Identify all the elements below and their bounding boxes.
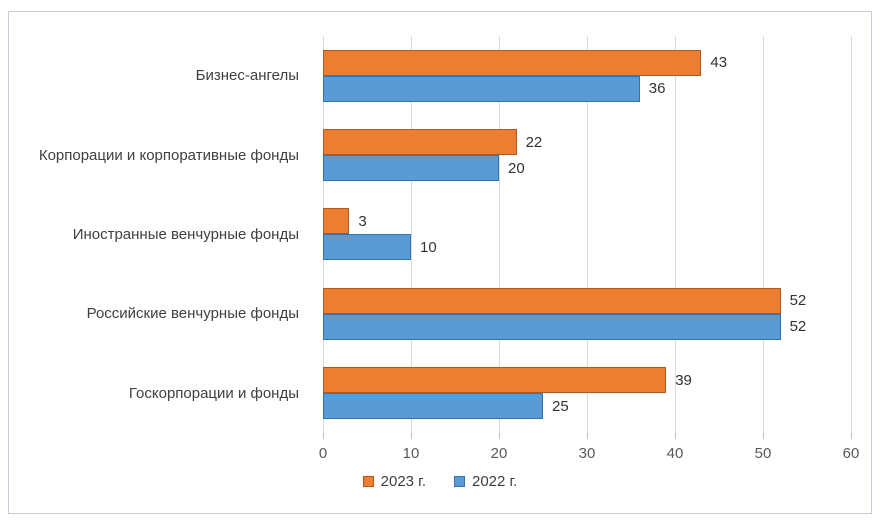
- bar-2023-4: [323, 367, 667, 394]
- bar-line: 39: [323, 367, 851, 394]
- data-label: 52: [789, 318, 807, 336]
- bar-2022-0: [323, 75, 640, 102]
- gridline-50: [763, 36, 764, 433]
- bar-line: 22: [323, 129, 851, 156]
- category-axis: Бизнес-ангелы Корпорации и корпоративные …: [9, 36, 311, 433]
- bar-group-0: 43 36: [323, 36, 851, 115]
- gridline-10: [411, 36, 412, 433]
- x-tick-label-60: 60: [842, 445, 860, 462]
- x-tick-label-30: 30: [578, 445, 596, 462]
- category-label-2: Иностранные венчурные фонды: [72, 225, 299, 243]
- x-tick-label-40: 40: [666, 445, 684, 462]
- data-label: 52: [789, 292, 807, 310]
- category-label-0: Бизнес-ангелы: [195, 67, 299, 85]
- legend-label: 2023 г.: [380, 473, 426, 490]
- plot-area: 43 36 22 20 3 10 52 52 39 25: [323, 36, 852, 439]
- bar-line: 20: [323, 155, 851, 182]
- bar-2023-2: [323, 208, 350, 235]
- gridline-40: [675, 36, 676, 433]
- category-label-3: Российские венчурные фонды: [86, 305, 299, 323]
- bar-group-2: 3 10: [323, 195, 851, 274]
- bar-group-1: 22 20: [323, 115, 851, 194]
- bar-group-3: 52 52: [323, 274, 851, 353]
- tick-mark-30: [587, 433, 588, 439]
- tick-mark-10: [411, 433, 412, 439]
- bar-2023-3: [323, 287, 781, 314]
- tick-mark-40: [675, 433, 676, 439]
- bar-2023-1: [323, 129, 517, 156]
- bar-line: 25: [323, 393, 851, 420]
- chart-area: Бизнес-ангелы Корпорации и корпоративные …: [8, 11, 872, 514]
- data-label: 22: [525, 133, 543, 151]
- legend-swatch-icon: [362, 476, 374, 487]
- bar-2022-2: [323, 234, 411, 261]
- bar-line: 52: [323, 313, 851, 340]
- tick-mark-50: [763, 433, 764, 439]
- tick-mark-20: [499, 433, 500, 439]
- data-label: 3: [358, 212, 367, 230]
- category-label-1: Корпорации и корпоративные фонды: [38, 146, 299, 164]
- legend-label: 2022 г.: [472, 473, 518, 490]
- bar-2022-3: [323, 313, 781, 340]
- bar-line: 3: [323, 208, 851, 235]
- bar-2022-1: [323, 155, 499, 182]
- bar-group-4: 39 25: [323, 354, 851, 433]
- gridline-20: [499, 36, 500, 433]
- bar-line: 43: [323, 49, 851, 76]
- bar-2023-0: [323, 49, 702, 76]
- bar-2022-4: [323, 393, 543, 420]
- legend: 2023 г. 2022 г.: [9, 473, 871, 490]
- bar-rows: 43 36 22 20 3 10 52 52 39 25: [323, 36, 851, 433]
- tick-mark-0: [323, 433, 324, 439]
- x-tick-label-0: 0: [318, 445, 328, 462]
- data-label: 36: [648, 80, 666, 98]
- value-axis: 0 10 20 30 40 50 60: [319, 445, 860, 465]
- gridline-30: [587, 36, 588, 433]
- legend-swatch-icon: [454, 476, 465, 487]
- x-tick-label-50: 50: [754, 445, 772, 462]
- bar-line: 36: [323, 75, 851, 102]
- x-tick-label-10: 10: [402, 445, 420, 462]
- legend-item-2023: 2023 г.: [362, 473, 426, 490]
- data-label: 10: [420, 238, 437, 256]
- category-label-4: Госкорпорации и фонды: [128, 384, 299, 402]
- data-label: 20: [508, 159, 525, 177]
- bar-line: 10: [323, 234, 851, 261]
- legend-item-2022: 2022 г.: [454, 473, 517, 490]
- x-tick-label-20: 20: [490, 445, 508, 462]
- data-label: 25: [552, 397, 569, 415]
- gridline-60: [851, 36, 852, 433]
- tick-mark-60: [851, 433, 852, 439]
- data-label: 43: [710, 54, 728, 72]
- data-label: 39: [675, 371, 692, 389]
- bar-line: 52: [323, 287, 851, 314]
